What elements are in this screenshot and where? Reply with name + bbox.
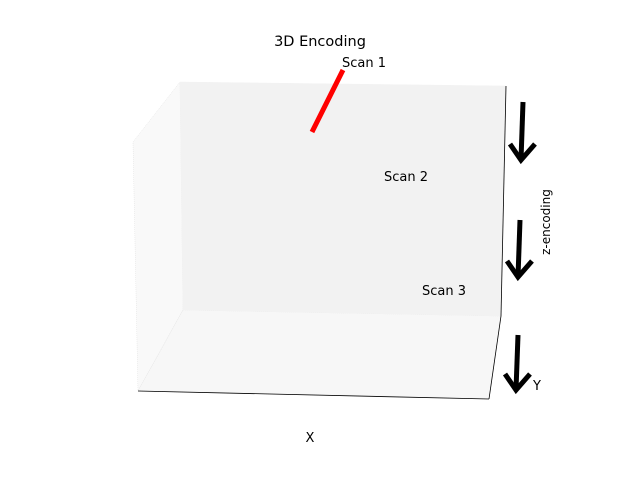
chart-title: 3D Encoding xyxy=(274,34,366,50)
floor-pane xyxy=(137,309,502,400)
z-axis-line xyxy=(500,85,507,317)
back-pane xyxy=(179,81,507,317)
arrow-down-icon xyxy=(507,101,537,165)
y-axis-line xyxy=(488,315,502,400)
scan-1-line xyxy=(309,68,346,134)
y-axis-label: Y xyxy=(532,379,541,394)
arrow-down-icon xyxy=(504,219,534,282)
annotation-scan-2: Scan 2 xyxy=(384,170,428,185)
annotation-scan-1: Scan 1 xyxy=(342,56,386,71)
arrow-down-icon xyxy=(502,334,532,395)
x-axis-line xyxy=(137,390,490,400)
x-axis-label: X xyxy=(306,431,315,446)
annotation-scan-3: Scan 3 xyxy=(422,284,466,299)
z-axis-label: z-encoding xyxy=(539,189,553,255)
